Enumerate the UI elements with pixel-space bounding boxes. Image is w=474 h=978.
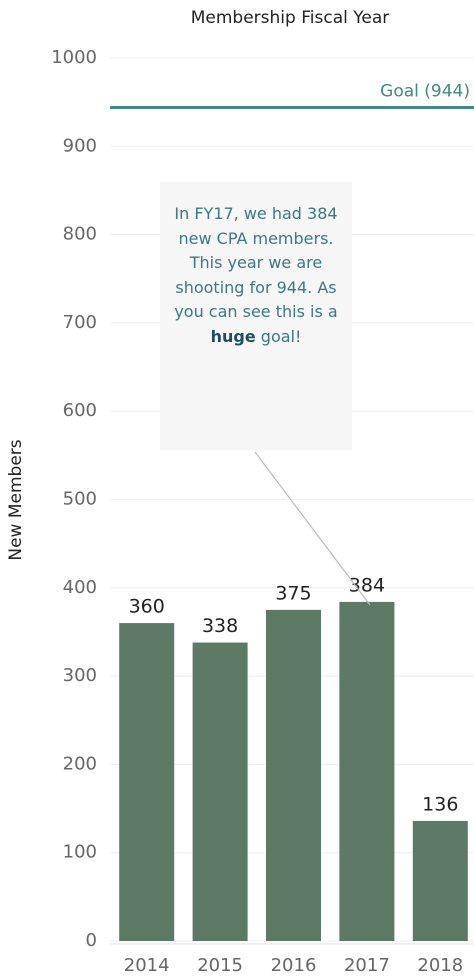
annotation-text: goal!: [260, 326, 302, 346]
y-tick-label: 1000: [51, 47, 97, 68]
x-tick-label: 2014: [124, 955, 170, 976]
goal-label: Goal (944): [380, 81, 470, 101]
annotation-bold: huge: [210, 326, 256, 346]
value-label: 360: [129, 596, 165, 618]
chart-title: Membership Fiscal Year: [191, 8, 389, 28]
x-tick-label: 2015: [197, 955, 243, 976]
y-tick-label: 300: [63, 665, 97, 686]
bar: [192, 642, 248, 941]
y-tick-label: 900: [63, 135, 97, 156]
annotation: In FY17, we had 384 new CPA members. Thi…: [160, 182, 352, 450]
bar: [119, 623, 175, 941]
value-label: 338: [202, 615, 238, 637]
x-tick-label: 2018: [417, 955, 463, 976]
bar: [266, 609, 321, 941]
x-tick-label: 2017: [344, 955, 390, 976]
value-label: 136: [422, 793, 458, 815]
y-tick-label: 600: [63, 400, 97, 421]
annotation-text: In FY17, we had 384 new CPA members. Thi…: [174, 204, 338, 321]
annotation-pointer: [254, 451, 371, 606]
y-tick-label: 500: [63, 489, 97, 510]
y-tick-label: 0: [86, 930, 97, 951]
y-tick-label: 200: [63, 753, 97, 774]
bar: [339, 601, 395, 941]
y-tick-label: 700: [63, 312, 97, 333]
y-tick-label: 400: [63, 577, 97, 598]
bar: [412, 820, 468, 941]
y-axis-label: New Members: [6, 439, 26, 560]
value-label: 384: [349, 574, 385, 596]
y-tick-label: 800: [63, 224, 97, 245]
y-tick-label: 100: [63, 842, 97, 863]
value-label: 375: [275, 582, 311, 604]
x-tick-label: 2016: [271, 955, 317, 976]
